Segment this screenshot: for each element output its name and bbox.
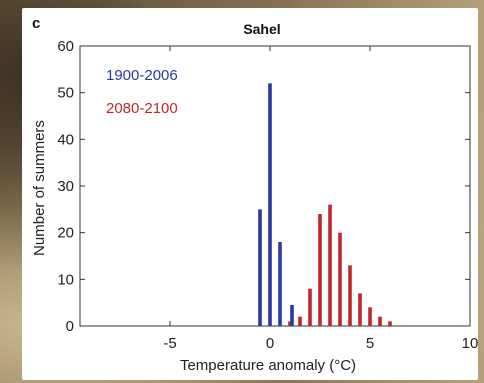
histogram-chart: c Sahel Temperature anomaly (°C) Number … bbox=[31, 15, 478, 374]
y-tick-label-10: 10 bbox=[57, 271, 74, 288]
x-tick-label-0: 0 bbox=[266, 335, 274, 352]
bar-series0-0 bbox=[258, 209, 262, 326]
x-axis-label: Temperature anomaly (°C) bbox=[180, 357, 356, 374]
bar-series1-4 bbox=[328, 204, 332, 326]
bar-series1-10 bbox=[388, 321, 392, 326]
panel-letter: c bbox=[32, 15, 40, 32]
legend-series-2080-2100: 2080-2100 bbox=[106, 100, 178, 117]
bar-series1-6 bbox=[348, 265, 352, 326]
bar-series1-2 bbox=[308, 288, 312, 326]
y-tick-label-0: 0 bbox=[66, 318, 74, 335]
bar-series1-3 bbox=[318, 214, 322, 326]
bar-series1-0 bbox=[288, 321, 292, 326]
bar-series1-1 bbox=[298, 316, 302, 326]
bar-series1-5 bbox=[338, 232, 342, 326]
chart-panel: c Sahel Temperature anomaly (°C) Number … bbox=[22, 8, 478, 380]
x-tick-label-5: 5 bbox=[366, 335, 374, 352]
bar-series0-1 bbox=[268, 83, 272, 326]
y-tick-label-20: 20 bbox=[57, 225, 74, 242]
x-tick-label-10: 10 bbox=[462, 335, 478, 352]
bar-series1-9 bbox=[378, 316, 382, 326]
bar-series2-0 bbox=[290, 305, 294, 326]
y-tick-label-50: 50 bbox=[57, 85, 74, 102]
plot-frame bbox=[79, 45, 471, 327]
y-axis-label: Number of summers bbox=[31, 120, 48, 256]
y-tick-label-60: 60 bbox=[57, 38, 74, 55]
bar-series0-2 bbox=[278, 242, 282, 326]
legend-series-1900-2006: 1900-2006 bbox=[106, 67, 178, 84]
x-tick-label--5: -5 bbox=[163, 335, 176, 352]
y-tick-label-30: 30 bbox=[57, 178, 74, 195]
chart-title: Sahel bbox=[243, 21, 280, 37]
bar-series1-8 bbox=[368, 307, 372, 326]
y-tick-label-40: 40 bbox=[57, 131, 74, 148]
bar-series1-7 bbox=[358, 293, 362, 326]
